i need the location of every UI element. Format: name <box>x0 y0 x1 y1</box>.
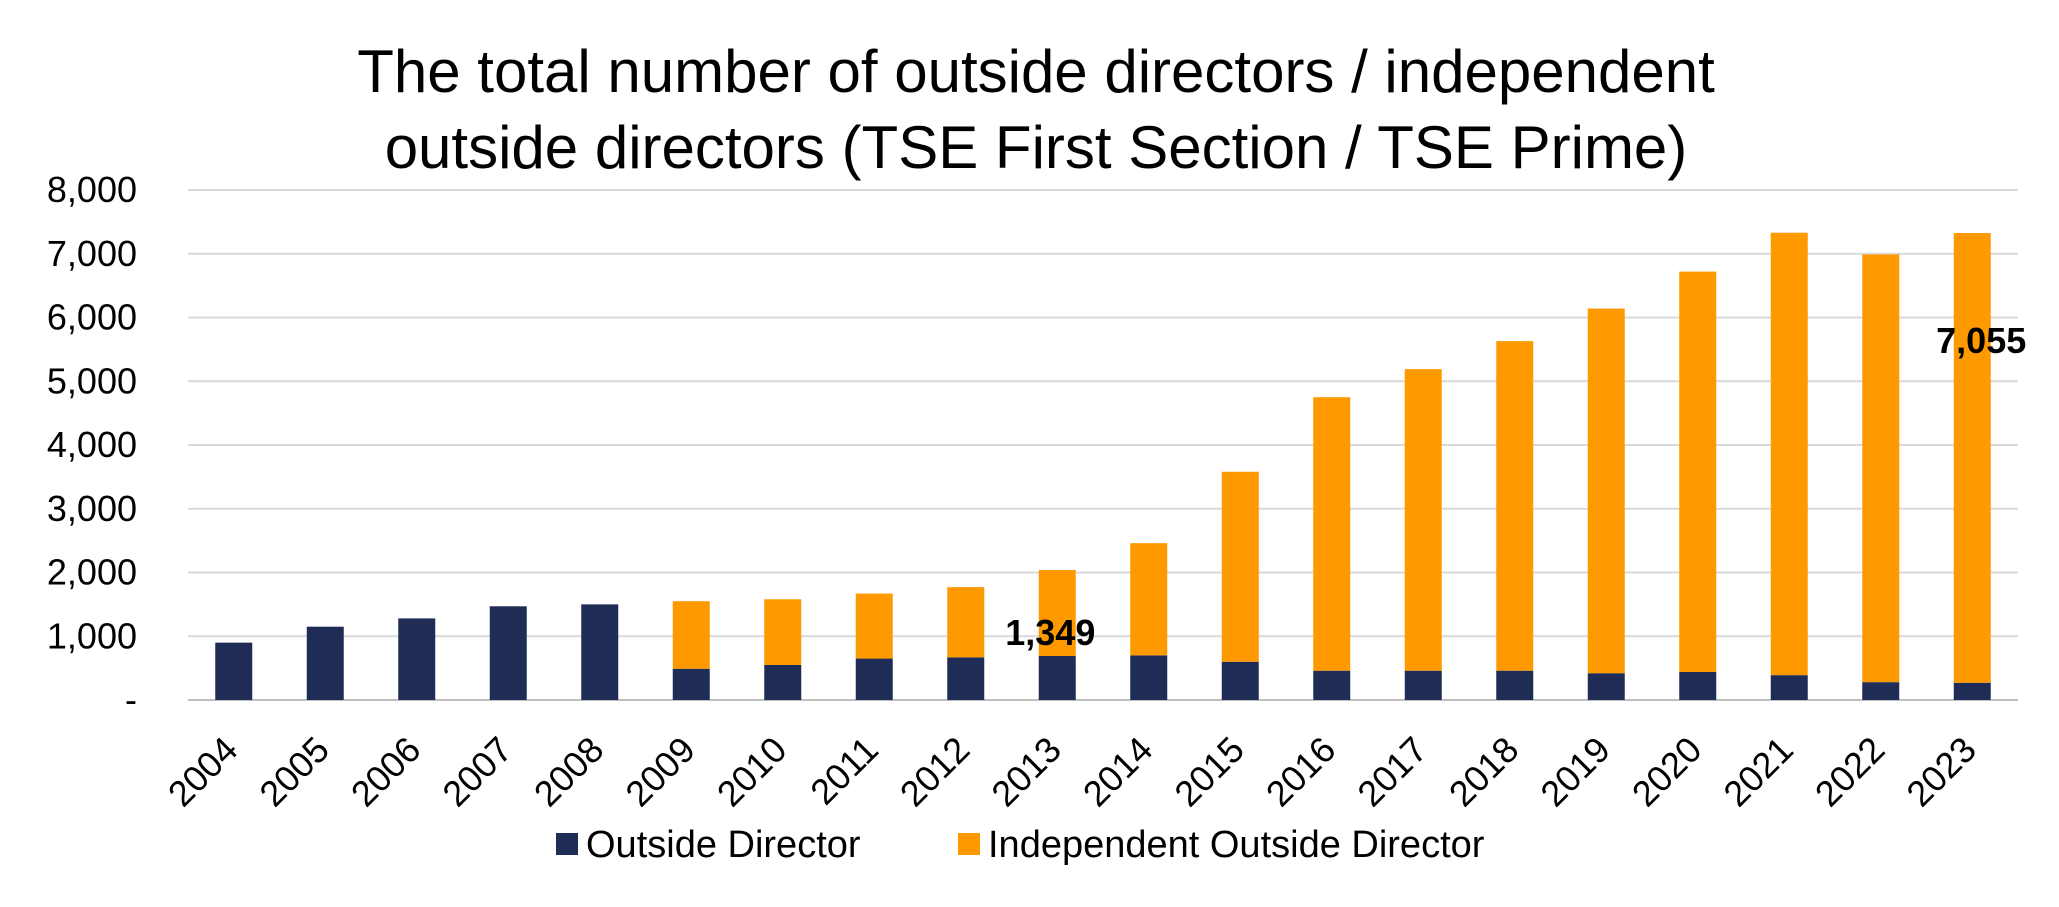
x-tick-label-2012: 2012 <box>892 729 978 815</box>
bar-2018-series-0 <box>1496 670 1534 700</box>
legend-label-outside-director: Outside Director <box>586 824 861 866</box>
bar-2007-series-0 <box>489 606 527 700</box>
bar-2022-series-1 <box>1862 254 1900 683</box>
data-label-2023: 7,055 <box>1936 320 2026 361</box>
bar-2019-series-1 <box>1587 308 1625 674</box>
x-tick-label-2015: 2015 <box>1166 729 1252 815</box>
bar-2015-series-0 <box>1221 661 1259 700</box>
bar-2023-series-1 <box>1953 233 1991 683</box>
bar-2017-series-1 <box>1404 369 1442 671</box>
y-tick-label-3000: 3,000 <box>47 488 137 529</box>
bar-2004-series-0 <box>215 642 253 700</box>
y-tick-label-5000: 5,000 <box>47 360 137 401</box>
bar-2016-series-1 <box>1313 397 1351 671</box>
bar-2009-series-0 <box>672 668 710 700</box>
x-tick-label-2008: 2008 <box>526 729 612 815</box>
bar-2019-series-0 <box>1587 673 1625 700</box>
bar-2016-series-0 <box>1313 670 1351 700</box>
x-tick-label-2022: 2022 <box>1807 729 1893 815</box>
bar-2020-series-0 <box>1679 671 1717 700</box>
bar-2014-series-1 <box>1130 543 1168 656</box>
bar-2022-series-0 <box>1862 682 1900 700</box>
x-tick-label-2010: 2010 <box>709 729 795 815</box>
bar-2017-series-0 <box>1404 670 1442 700</box>
bar-2013-series-0 <box>1038 656 1076 700</box>
y-axis-ticks: - 1,000 2,000 3,000 4,000 5,000 6,000 7,000 8,00… <box>47 169 137 720</box>
x-tick-label-2019: 2019 <box>1532 729 1618 815</box>
y-tick-label-1000: 1,000 <box>47 615 137 656</box>
y-tick-label-8000: 8,000 <box>47 169 137 210</box>
y-tick-label-6000: 6,000 <box>47 297 137 338</box>
bar-2010-series-1 <box>764 599 802 665</box>
bar-2005-series-0 <box>306 626 344 700</box>
legend: Outside Director Independent Outside Dir… <box>556 824 1485 866</box>
bar-2020-series-1 <box>1679 271 1717 672</box>
bar-2021-series-0 <box>1770 675 1808 700</box>
bar-2021-series-1 <box>1770 232 1808 676</box>
bar-2009-series-1 <box>672 601 710 669</box>
x-tick-label-2016: 2016 <box>1258 729 1344 815</box>
x-tick-label-2018: 2018 <box>1441 729 1527 815</box>
chart-title-line-2: outside directors (TSE First Section / T… <box>385 114 1688 181</box>
y-tick-label-2000: 2,000 <box>47 552 137 593</box>
legend-swatch-independent-outside-director <box>958 833 980 855</box>
bar-2006-series-0 <box>398 618 436 700</box>
bar-2011-series-1 <box>855 593 893 659</box>
x-tick-label-2021: 2021 <box>1715 729 1801 815</box>
y-tick-label-4000: 4,000 <box>47 424 137 465</box>
bar-2023-series-0 <box>1953 682 1991 700</box>
bar-2012-series-1 <box>947 587 985 658</box>
bar-2008-series-0 <box>581 604 619 700</box>
bar-2013-series-1 <box>1038 570 1076 657</box>
bar-2014-series-0 <box>1130 655 1168 700</box>
y-tick-label-0: - <box>125 679 137 720</box>
x-tick-label-2005: 2005 <box>251 729 337 815</box>
chart-title-line-1: The total number of outside directors / … <box>357 38 1715 105</box>
bar-2012-series-0 <box>947 657 985 700</box>
y-tick-label-7000: 7,000 <box>47 233 137 274</box>
legend-swatch-outside-director <box>556 833 578 855</box>
bar-2015-series-1 <box>1221 471 1259 662</box>
x-tick-label-2006: 2006 <box>343 729 429 815</box>
x-tick-label-2004: 2004 <box>160 729 246 815</box>
x-axis-ticks: 2004 2005 2006 2007 2008 2009 2010 2011 2012 2013… <box>160 729 1984 815</box>
gridlines <box>188 189 2018 701</box>
x-tick-label-2013: 2013 <box>983 729 1069 815</box>
x-tick-label-2014: 2014 <box>1075 729 1161 815</box>
x-tick-label-2011: 2011 <box>802 729 886 813</box>
data-labels: 1,349 7,055 <box>1005 320 2026 653</box>
bars <box>215 232 1991 700</box>
x-tick-label-2020: 2020 <box>1624 729 1710 815</box>
bar-2011-series-0 <box>855 658 893 700</box>
bar-2010-series-0 <box>764 664 802 700</box>
x-tick-label-2007: 2007 <box>434 729 520 815</box>
legend-label-independent-outside-director: Independent Outside Director <box>988 824 1485 866</box>
bar-2018-series-1 <box>1496 341 1534 671</box>
data-label-2013: 1,349 <box>1005 612 1095 653</box>
x-tick-label-2017: 2017 <box>1349 729 1435 815</box>
x-tick-label-2009: 2009 <box>617 729 703 815</box>
x-tick-label-2023: 2023 <box>1898 729 1984 815</box>
